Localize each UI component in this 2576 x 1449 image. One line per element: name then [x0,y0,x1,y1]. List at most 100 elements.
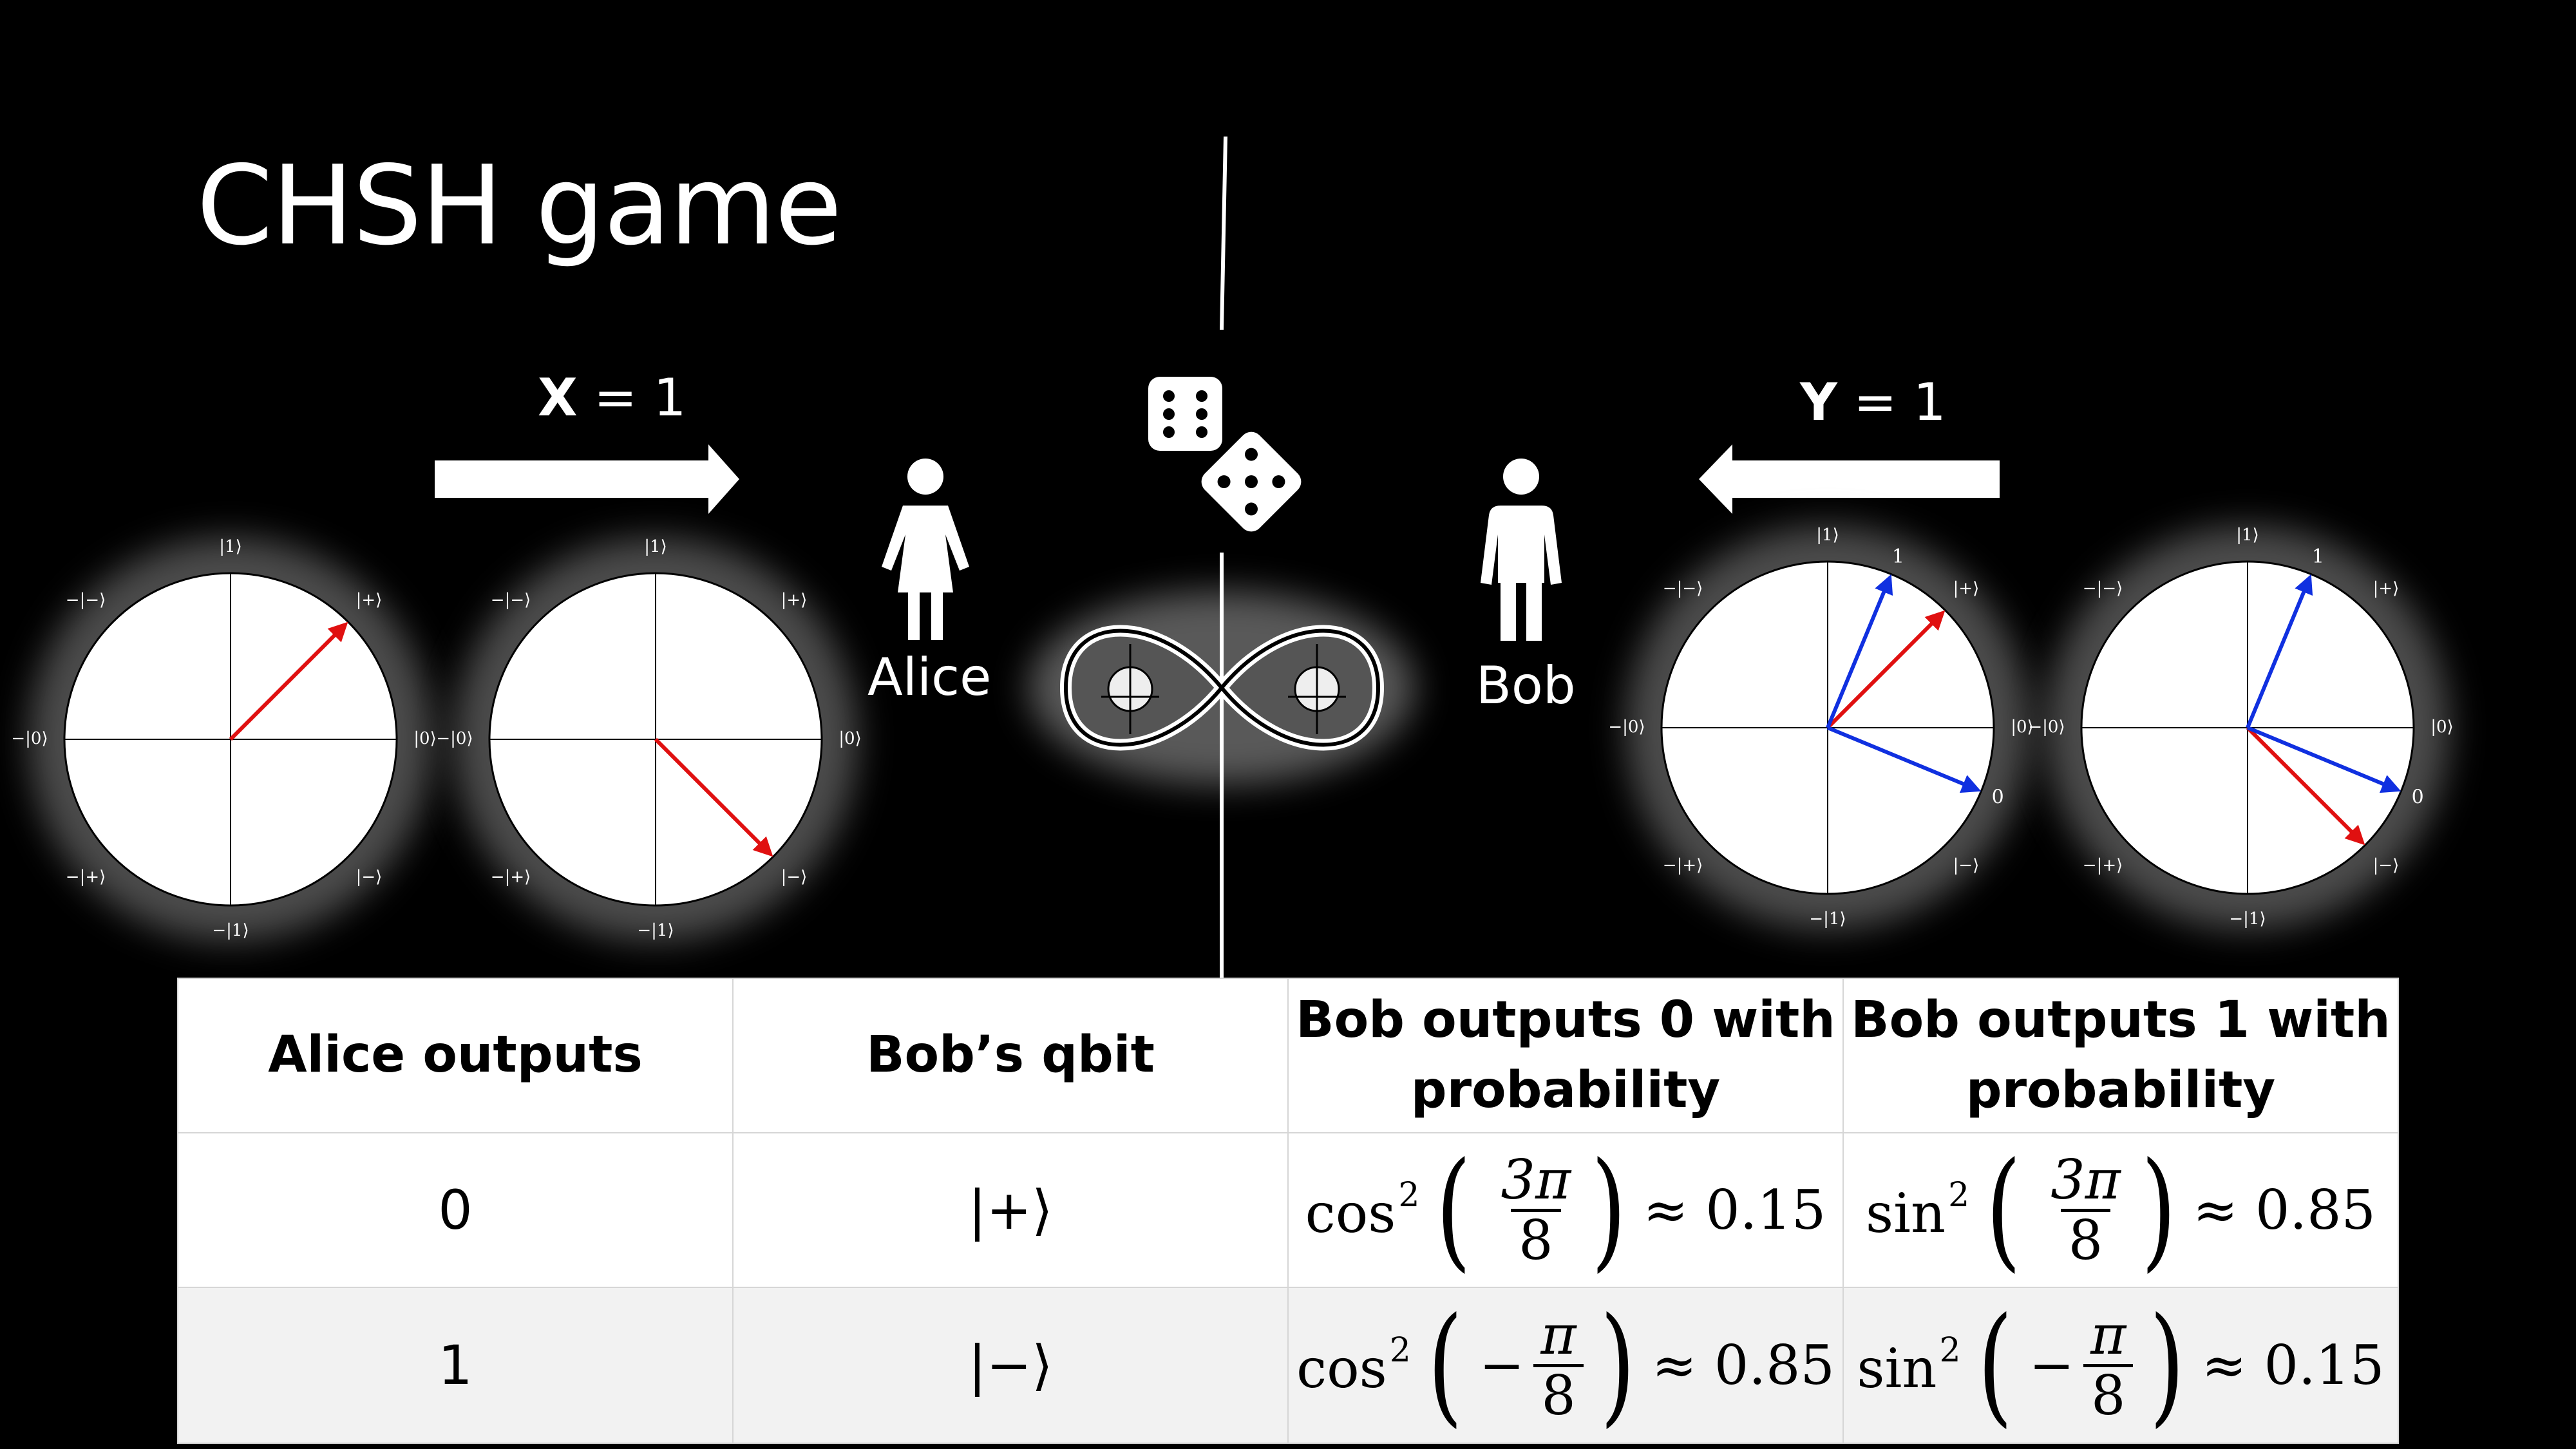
label-ket-1: |1⟩ [2236,526,2259,545]
label-neg-ket-0: −|0⟩ [1608,717,1645,737]
probability-table: Alice outputs Bob’s qbit Bob outputs 0 w… [177,978,2399,1444]
label-ket-minus: |−⟩ [356,867,383,887]
table-row: 0 |+⟩ cos2 ( 3π 8 ) ≈ 0.15 sin2 ( 3π 8 ) ≈… [177,1132,2399,1288]
table-header-row: Alice outputs Bob’s qbit Bob outputs 0 w… [177,978,2399,1133]
label-neg-ket-0: −|0⟩ [2028,717,2065,737]
alice-circle-a: |1⟩ −|1⟩ |0⟩ −|0⟩ |+⟩ −|−⟩ |−⟩ −|+⟩ [11,537,437,941]
header-bob-outputs-1: Bob outputs 1 with probability [1842,978,2399,1133]
formula-fraction: 3π 8 [1501,1148,1571,1272]
slide-title: CHSH game [196,142,842,270]
basis-label-0: 0 [1992,786,2004,808]
formula: cos2 ( 3π 8 ) ≈ 0.15 [1305,1135,1826,1285]
label-ket-1: |1⟩ [644,537,667,556]
state-vector-arrow [2246,726,2365,846]
y-variable: Y [1800,372,1837,432]
label-ket-minus: |−⟩ [1953,856,1980,875]
bob-qbit-cell: |+⟩ [732,1132,1289,1288]
label-ket-plus: |+⟩ [356,591,383,610]
woman-icon [882,459,969,640]
bob1-probability-cell: sin2 ( 3π 8 ) ≈ 0.85 [1842,1132,2399,1288]
bob-circle-a: |1⟩ −|1⟩ |0⟩ −|0⟩ |+⟩ −|−⟩ |−⟩ −|+⟩ 1 0 [1608,526,2034,929]
label-neg-ket-plus: −|+⟩ [491,867,531,887]
label-neg-ket-0: −|0⟩ [436,729,473,748]
label-neg-ket-minus: −|−⟩ [2083,579,2123,598]
label-ket-minus: |−⟩ [2373,856,2400,875]
chsh-diagram: |1⟩−|1⟩|0⟩−|0⟩|+⟩−|−⟩|−⟩−|+⟩|1⟩−|1⟩|0⟩−|… [11,136,2454,979]
formula-approx: ≈ 0.85 [1651,1334,1835,1397]
measurement-basis-arrow [1826,726,1982,793]
label-ket-0: |0⟩ [2430,717,2453,737]
label-neg-ket-minus: −|−⟩ [1663,579,1703,598]
alice-input-label: X = 1 [538,372,686,424]
header-bob0-line1: Bob outputs 0 with [1296,990,1835,1049]
formula-fn: sin2 [1865,1175,1970,1245]
state-vector-arrow [654,737,773,857]
formula: sin2 ( 3π 8 ) ≈ 0.85 [1865,1135,2376,1285]
alice-output-cell: 0 [177,1132,734,1288]
state-vector-arrow [1826,610,1946,730]
header-alice-outputs: Alice outputs [177,978,734,1133]
bob-input-label: Y = 1 [1800,377,1946,428]
header-bob1-line2: probability [1965,1061,2276,1119]
basis-label-1: 1 [1892,545,1904,568]
formula-fn: cos2 [1296,1331,1411,1400]
x-value: = 1 [594,368,687,428]
man-icon [1481,459,1562,641]
alice-name: Alice [867,647,992,707]
label-neg-ket-plus: −|+⟩ [2083,856,2123,875]
basis-label-1: 1 [2312,545,2324,568]
label-ket-plus: |+⟩ [1953,579,1980,598]
header-bob-outputs-0: Bob outputs 0 with probability [1287,978,1844,1133]
bob-qbit-cell: |−⟩ [732,1287,1289,1444]
entangled-pair-icon [1028,591,1415,784]
formula-approx: ≈ 0.15 [2201,1334,2385,1397]
header-bob0-line2: probability [1410,1061,1721,1119]
label-neg-ket-0: −|0⟩ [11,729,48,748]
formula-fn: cos2 [1305,1175,1420,1245]
header-bobs-qbit: Bob’s qbit [732,978,1289,1133]
bob-name: Bob [1476,656,1576,715]
label-ket-minus: |−⟩ [781,867,808,887]
label-ket-plus: |+⟩ [2373,579,2400,598]
divider-line-top [1220,136,1227,330]
label-neg-ket-plus: −|+⟩ [66,867,106,887]
measurement-basis-arrow [1826,574,1893,729]
state-vector-arrow [229,621,348,741]
label-ket-0: |0⟩ [413,729,436,748]
alice-circle-b: |1⟩ −|1⟩ |0⟩ −|0⟩ |+⟩ −|−⟩ |−⟩ −|+⟩ [436,537,862,941]
label-neg-ket-minus: −|−⟩ [66,591,106,610]
label-ket-1: |1⟩ [219,537,242,556]
label-ket-plus: |+⟩ [781,591,808,610]
label-neg-ket-minus: −|−⟩ [491,591,531,610]
bob-circle-b: |1⟩ −|1⟩ |0⟩ −|0⟩ |+⟩ −|−⟩ |−⟩ −|+⟩ 1 0 [2028,526,2454,929]
label-ket-0: |0⟩ [2011,717,2033,737]
x-variable: X [538,368,578,428]
label-neg-ket-plus: −|+⟩ [1663,856,1703,875]
formula-fraction: 3π 8 [2050,1148,2121,1272]
formula-fn: sin2 [1857,1331,1961,1400]
dice-icon [1148,377,1302,532]
formula-approx: ≈ 0.85 [2192,1179,2376,1242]
label-neg-ket-1: −|1⟩ [212,921,249,940]
label-neg-ket-1: −|1⟩ [1809,909,1846,929]
label-neg-ket-1: −|1⟩ [2229,909,2266,929]
label-neg-ket-1: −|1⟩ [637,921,674,940]
bob-input-arrow [1699,444,2000,514]
alice-output-cell: 1 [177,1287,734,1444]
header-bob1-line1: Bob outputs 1 with [1851,990,2391,1049]
alice-input-arrow [435,444,739,514]
y-value: = 1 [1853,372,1946,432]
bob0-probability-cell: cos2 ( 3π 8 ) ≈ 0.15 [1287,1132,1844,1288]
label-ket-1: |1⟩ [1816,526,1839,545]
measurement-basis-arrow [2246,726,2401,793]
measurement-basis-arrow [2246,574,2313,729]
label-ket-0: |0⟩ [838,729,861,748]
basis-label-0: 0 [2412,786,2424,808]
